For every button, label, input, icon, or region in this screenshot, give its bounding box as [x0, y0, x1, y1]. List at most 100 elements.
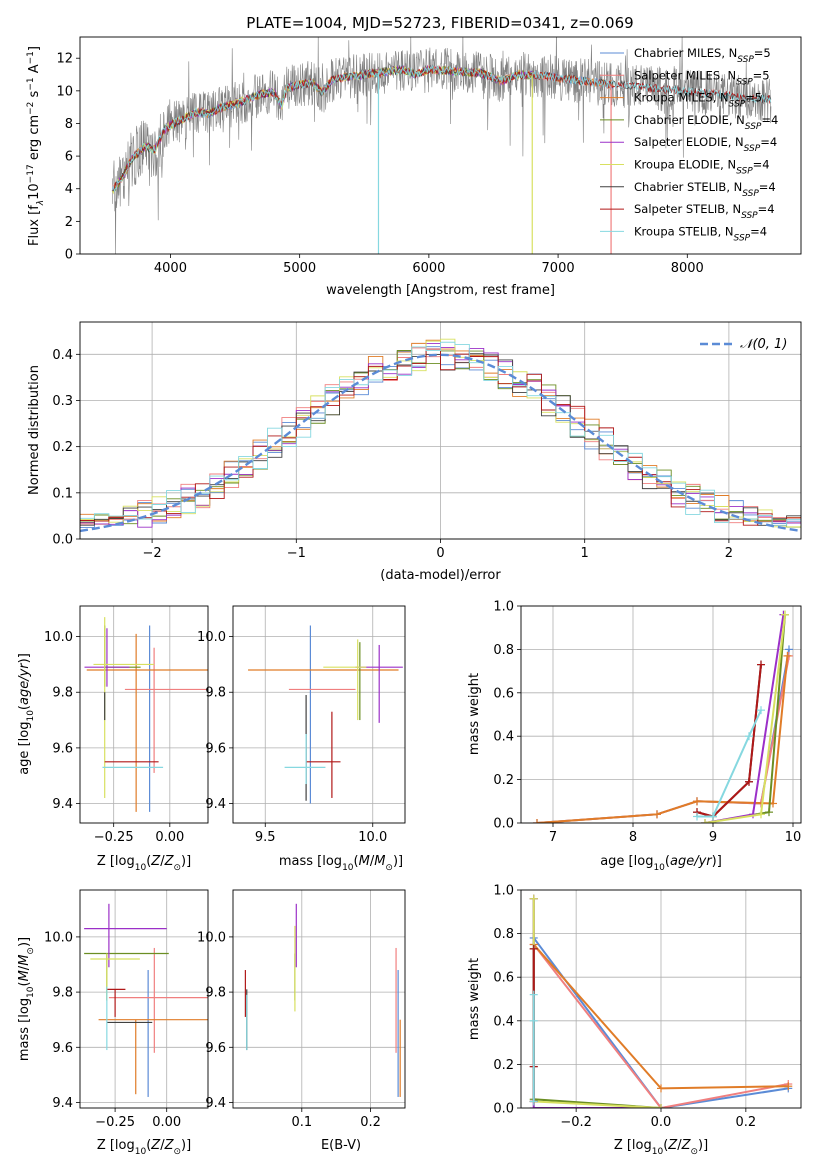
weight-line	[532, 898, 662, 1108]
label-part: erg cm	[27, 115, 42, 164]
label-part: Z [log	[97, 854, 135, 869]
label-part: SSP	[741, 211, 758, 221]
label-part: Z	[164, 1138, 175, 1153]
y-tick-label: 0.4	[493, 1014, 514, 1029]
x-tick-label: 0.2	[736, 1115, 757, 1130]
age-Z-y-label: age [log10(age/yr)]	[17, 653, 36, 775]
axes-massweight_vs_Z	[521, 889, 801, 1109]
plot-area-massweight_vs_age	[533, 610, 793, 823]
x-tick-label: 6000	[412, 261, 445, 276]
label-part: /	[677, 1138, 682, 1153]
y-tick-label: 1.0	[493, 884, 514, 899]
label-part: =5	[753, 68, 770, 82]
label-part: )]	[181, 1138, 191, 1153]
label-part: −1	[26, 51, 36, 64]
y-tick-label: 9.8	[52, 986, 73, 1001]
label-part: /	[160, 1138, 165, 1153]
weight-age-x-label: age [log10(age/yr)]	[600, 854, 722, 873]
axes-mass_vs_EBV	[233, 890, 405, 1108]
y-tick-label: 0.0	[493, 1102, 514, 1117]
label-part: age [log	[17, 722, 32, 775]
label-part: =4	[758, 202, 775, 216]
x-tick-label: 2	[725, 546, 733, 561]
label-part: M	[359, 854, 370, 869]
y-tick-label: 10.0	[44, 930, 73, 945]
label-part: Z [log	[97, 1138, 135, 1153]
x-tick-label: −0.25	[95, 1115, 135, 1130]
label-part: 10	[26, 986, 36, 998]
y-tick-label: 6	[65, 150, 73, 165]
label-part: /	[160, 854, 165, 869]
x-tick-label: 8000	[671, 261, 704, 276]
y-tick-label: 9.8	[205, 686, 226, 701]
residual-histogram-line	[80, 341, 801, 526]
x-tick-label: 5000	[283, 261, 316, 276]
label-part: 10	[342, 863, 354, 873]
axes-mass_vs_Z	[80, 890, 208, 1108]
x-tick-label: 0	[436, 546, 444, 561]
weight-line	[536, 655, 789, 823]
plot-area-mass_vs_EBV	[244, 903, 401, 1097]
spectrum-x-label: wavelength [Angstrom, rest frame]	[326, 283, 555, 298]
y-tick-label: 9.4	[205, 1096, 226, 1111]
label-part: )]	[17, 653, 32, 663]
label-part: Z	[667, 1138, 678, 1153]
label-part: (	[17, 981, 32, 986]
plot-area-mass_vs_Z	[84, 903, 208, 1097]
axes-age_vs_mass	[233, 606, 405, 823]
legend-entry: 𝒩(0, 1)	[740, 337, 787, 352]
axes-frame	[79, 889, 209, 1109]
plot-area-massweight_vs_Z	[529, 894, 793, 1108]
label-part: Chabrier ELODIE, N	[634, 113, 745, 127]
label-part: 10	[27, 183, 42, 200]
label-part: Z	[150, 854, 161, 869]
label-part: =4	[753, 158, 770, 172]
label-part: =4	[750, 224, 767, 238]
label-part: mass [log	[17, 998, 32, 1061]
y-tick-label: 10	[56, 84, 73, 99]
legend-entry: Salpeter STELIB, NSSP=4	[634, 202, 775, 221]
age-Z-x-label: Z [log10(Z/Z⊙)]	[97, 854, 191, 873]
label-part: −17	[26, 164, 36, 183]
label-part: =5	[745, 91, 762, 105]
y-tick-label: 0.6	[493, 686, 514, 701]
plot-area-spectrum	[111, 37, 772, 254]
label-part: )]	[181, 854, 191, 869]
label-part: =4	[759, 180, 776, 194]
plot-area-age_vs_mass	[248, 625, 403, 804]
y-tick-label: 0.6	[493, 971, 514, 986]
label-part: age/yr	[17, 662, 32, 705]
y-tick-label: 10.0	[197, 930, 226, 945]
label-part: Chabrier STELIB, N	[634, 180, 742, 194]
label-part: /	[17, 965, 32, 970]
legend-entry: Kroupa MILES, NSSP=5	[634, 91, 762, 110]
label-part: ⊙	[26, 947, 36, 955]
label-part: Kroupa STELIB, N	[634, 224, 734, 238]
label-part: (	[354, 854, 359, 869]
weight-Z-y-label: mass weight	[467, 958, 482, 1040]
axes-frame	[232, 889, 406, 1109]
x-tick-label: 7000	[542, 261, 575, 276]
y-tick-label: 0.2	[52, 440, 73, 455]
label-part: Kroupa ELODIE, N	[634, 158, 736, 172]
y-tick-label: 9.6	[52, 1041, 73, 1056]
model-spectrum-line	[111, 65, 772, 191]
label-part: ⊙	[173, 1147, 181, 1157]
label-part: 10	[135, 1147, 147, 1157]
axes-frame	[520, 605, 802, 824]
y-tick-label: 9.4	[52, 797, 73, 812]
label-part: 10	[26, 710, 36, 722]
label-part: SSP	[729, 100, 746, 110]
y-tick-label: 0.4	[52, 348, 73, 363]
legend-entry: Chabrier MILES, NSSP=5	[634, 46, 771, 65]
label-part: ⊙	[690, 1147, 698, 1157]
label-part: age/yr	[670, 854, 713, 869]
legend-entry: Kroupa STELIB, NSSP=4	[634, 224, 767, 243]
label-part: M	[17, 970, 32, 981]
y-tick-label: 0.2	[493, 1058, 514, 1073]
x-tick-label: −0.25	[94, 830, 134, 845]
label-part: SSP	[736, 77, 753, 87]
axes-frame	[232, 605, 406, 824]
y-tick-label: 4	[65, 182, 73, 197]
